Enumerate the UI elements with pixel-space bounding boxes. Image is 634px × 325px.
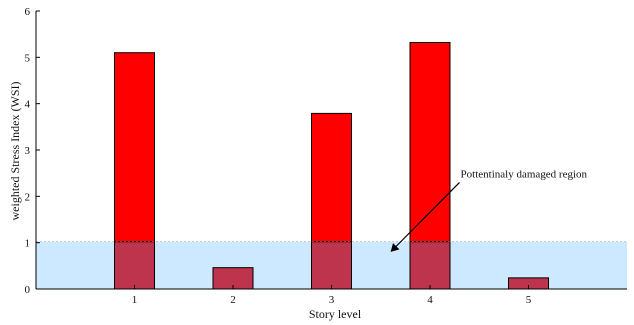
y-tick-label: 0	[25, 284, 31, 296]
annotation-label: Pottentinaly damaged region	[461, 168, 588, 180]
x-tick-label: 2	[230, 294, 236, 306]
x-tick-label: 1	[132, 294, 138, 306]
plot-area	[36, 42, 627, 290]
y-tick-label: 6	[25, 6, 31, 18]
bar-overlap-1	[114, 241, 155, 290]
y-tick-label: 2	[25, 191, 31, 203]
x-tick-label: 3	[329, 294, 335, 306]
y-tick-label: 1	[25, 238, 31, 250]
x-tick-label: 5	[526, 294, 532, 306]
x-axis-title: Story level	[309, 307, 362, 321]
annotation-arrowhead	[390, 243, 400, 252]
x-tick-label: 4	[427, 294, 433, 306]
bar-overlap-3	[311, 241, 352, 290]
annotation-arrow	[395, 182, 460, 247]
axes: 0 1 2 3 4 5 6 1 2 3 4 5 Pottentinaly damaged region	[25, 6, 627, 306]
bar-overlap-4	[409, 241, 451, 290]
y-axis-title: weighted Stress Index (WSI)	[8, 82, 22, 221]
y-tick-label: 3	[25, 145, 31, 157]
y-tick-label: 5	[25, 52, 31, 64]
y-tick-label: 4	[25, 99, 31, 111]
